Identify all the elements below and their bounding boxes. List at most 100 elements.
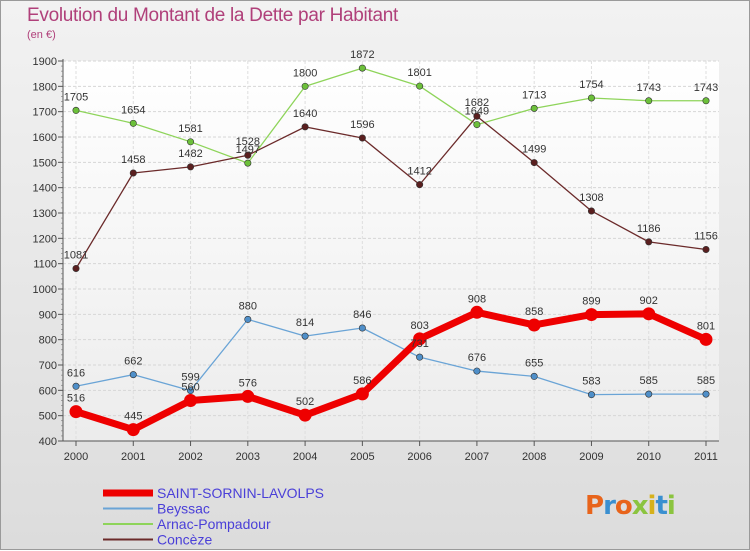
data-label: 1156 — [694, 230, 718, 242]
chart-title: Evolution du Montant de la Dette par Hab… — [27, 5, 398, 26]
data-label: 583 — [582, 376, 600, 388]
x-tick-label: 2009 — [579, 451, 603, 463]
data-point — [473, 112, 481, 120]
data-label: 1713 — [522, 89, 546, 101]
data-label: 1186 — [637, 223, 661, 235]
data-label: 1581 — [178, 123, 202, 135]
data-point — [473, 121, 481, 129]
data-label: 1308 — [579, 192, 603, 204]
data-label: 560 — [181, 381, 199, 393]
data-point — [184, 393, 198, 407]
data-point — [645, 97, 653, 105]
data-point — [587, 207, 595, 215]
y-tick-label: 500 — [39, 411, 57, 423]
data-label: 1649 — [465, 106, 489, 118]
x-tick-label: 2002 — [178, 451, 202, 463]
data-label: 1705 — [64, 91, 88, 103]
data-point — [301, 332, 309, 340]
y-tick-label: 1800 — [33, 81, 57, 93]
logo-letter: P — [585, 491, 604, 521]
data-label: 1412 — [407, 166, 431, 178]
legend-label: Concèze — [157, 532, 212, 548]
data-point — [702, 245, 710, 253]
logo-letter: t — [655, 491, 667, 521]
data-point — [416, 181, 424, 189]
data-point — [72, 382, 80, 390]
x-tick-label: 2010 — [636, 451, 660, 463]
data-point — [645, 390, 653, 398]
data-point — [187, 138, 195, 146]
y-tick-label: 1300 — [33, 208, 57, 220]
data-point — [416, 353, 424, 361]
data-label: 1596 — [350, 119, 374, 131]
plot-area — [63, 61, 719, 441]
y-tick-label: 1500 — [33, 157, 57, 169]
data-label: 814 — [296, 317, 314, 329]
data-label: 1800 — [293, 67, 317, 79]
logo-letter: x — [631, 491, 649, 521]
logo-letter: o — [614, 491, 633, 521]
data-label: 1640 — [293, 108, 317, 120]
data-label: 1458 — [121, 154, 145, 166]
x-tick-label: 2005 — [350, 451, 374, 463]
data-label: 585 — [640, 375, 658, 387]
data-point — [72, 106, 80, 114]
axes: 400 500 600 700 800 900 1000 1100 1200 1300 1400 15… — [33, 56, 719, 463]
data-label: 908 — [468, 293, 486, 305]
data-point — [244, 315, 252, 323]
data-point — [702, 390, 710, 398]
data-label: 662 — [124, 356, 142, 368]
data-point — [241, 389, 255, 403]
data-label: 846 — [353, 309, 371, 321]
data-point — [187, 163, 195, 171]
data-label: 676 — [468, 352, 486, 364]
data-point — [129, 119, 137, 127]
data-point — [298, 408, 312, 422]
data-point — [244, 151, 252, 159]
data-point — [69, 405, 83, 419]
logo-letter: r — [603, 491, 616, 521]
x-tick-label: 2007 — [465, 451, 489, 463]
data-labels: 1705 1654 1581 1497 1800 1872 1801 1649 1713 1754… — [64, 49, 718, 423]
data-point — [126, 423, 140, 437]
data-point — [187, 387, 195, 395]
data-point — [129, 169, 137, 177]
data-point — [72, 264, 80, 272]
data-point — [244, 159, 252, 167]
data-label: 902 — [640, 295, 658, 307]
data-label: 616 — [67, 367, 85, 379]
data-point — [301, 123, 309, 131]
y-tick-label: 900 — [39, 309, 57, 321]
legend-label: Beyssac — [157, 501, 210, 517]
y-tick-label: 700 — [39, 360, 57, 372]
series-line-arnac-pompadour — [75, 67, 707, 164]
data-point — [587, 391, 595, 399]
data-label: 1482 — [178, 148, 202, 160]
x-tick-label: 2006 — [407, 451, 431, 463]
series-line-conc-ze — [75, 115, 707, 270]
series — [69, 64, 713, 437]
data-point — [413, 332, 427, 346]
x-tick-label: 2001 — [121, 451, 145, 463]
x-tick-label: 2011 — [694, 451, 718, 463]
data-point — [470, 305, 484, 319]
data-label: 576 — [239, 377, 257, 389]
data-label: 1754 — [579, 79, 603, 91]
data-point — [129, 371, 137, 379]
data-point — [699, 332, 713, 346]
data-point — [416, 82, 424, 90]
data-point — [587, 94, 595, 102]
data-label: 858 — [525, 306, 543, 318]
data-label: 1528 — [236, 136, 260, 148]
data-label: 731 — [410, 338, 428, 350]
data-point — [530, 159, 538, 167]
y-tick-label: 1700 — [33, 107, 57, 119]
data-point — [530, 104, 538, 112]
data-label: 1872 — [350, 49, 374, 61]
data-label: 1654 — [121, 104, 145, 116]
data-label: 655 — [525, 357, 543, 369]
data-label: 516 — [67, 393, 85, 405]
data-point — [358, 134, 366, 142]
